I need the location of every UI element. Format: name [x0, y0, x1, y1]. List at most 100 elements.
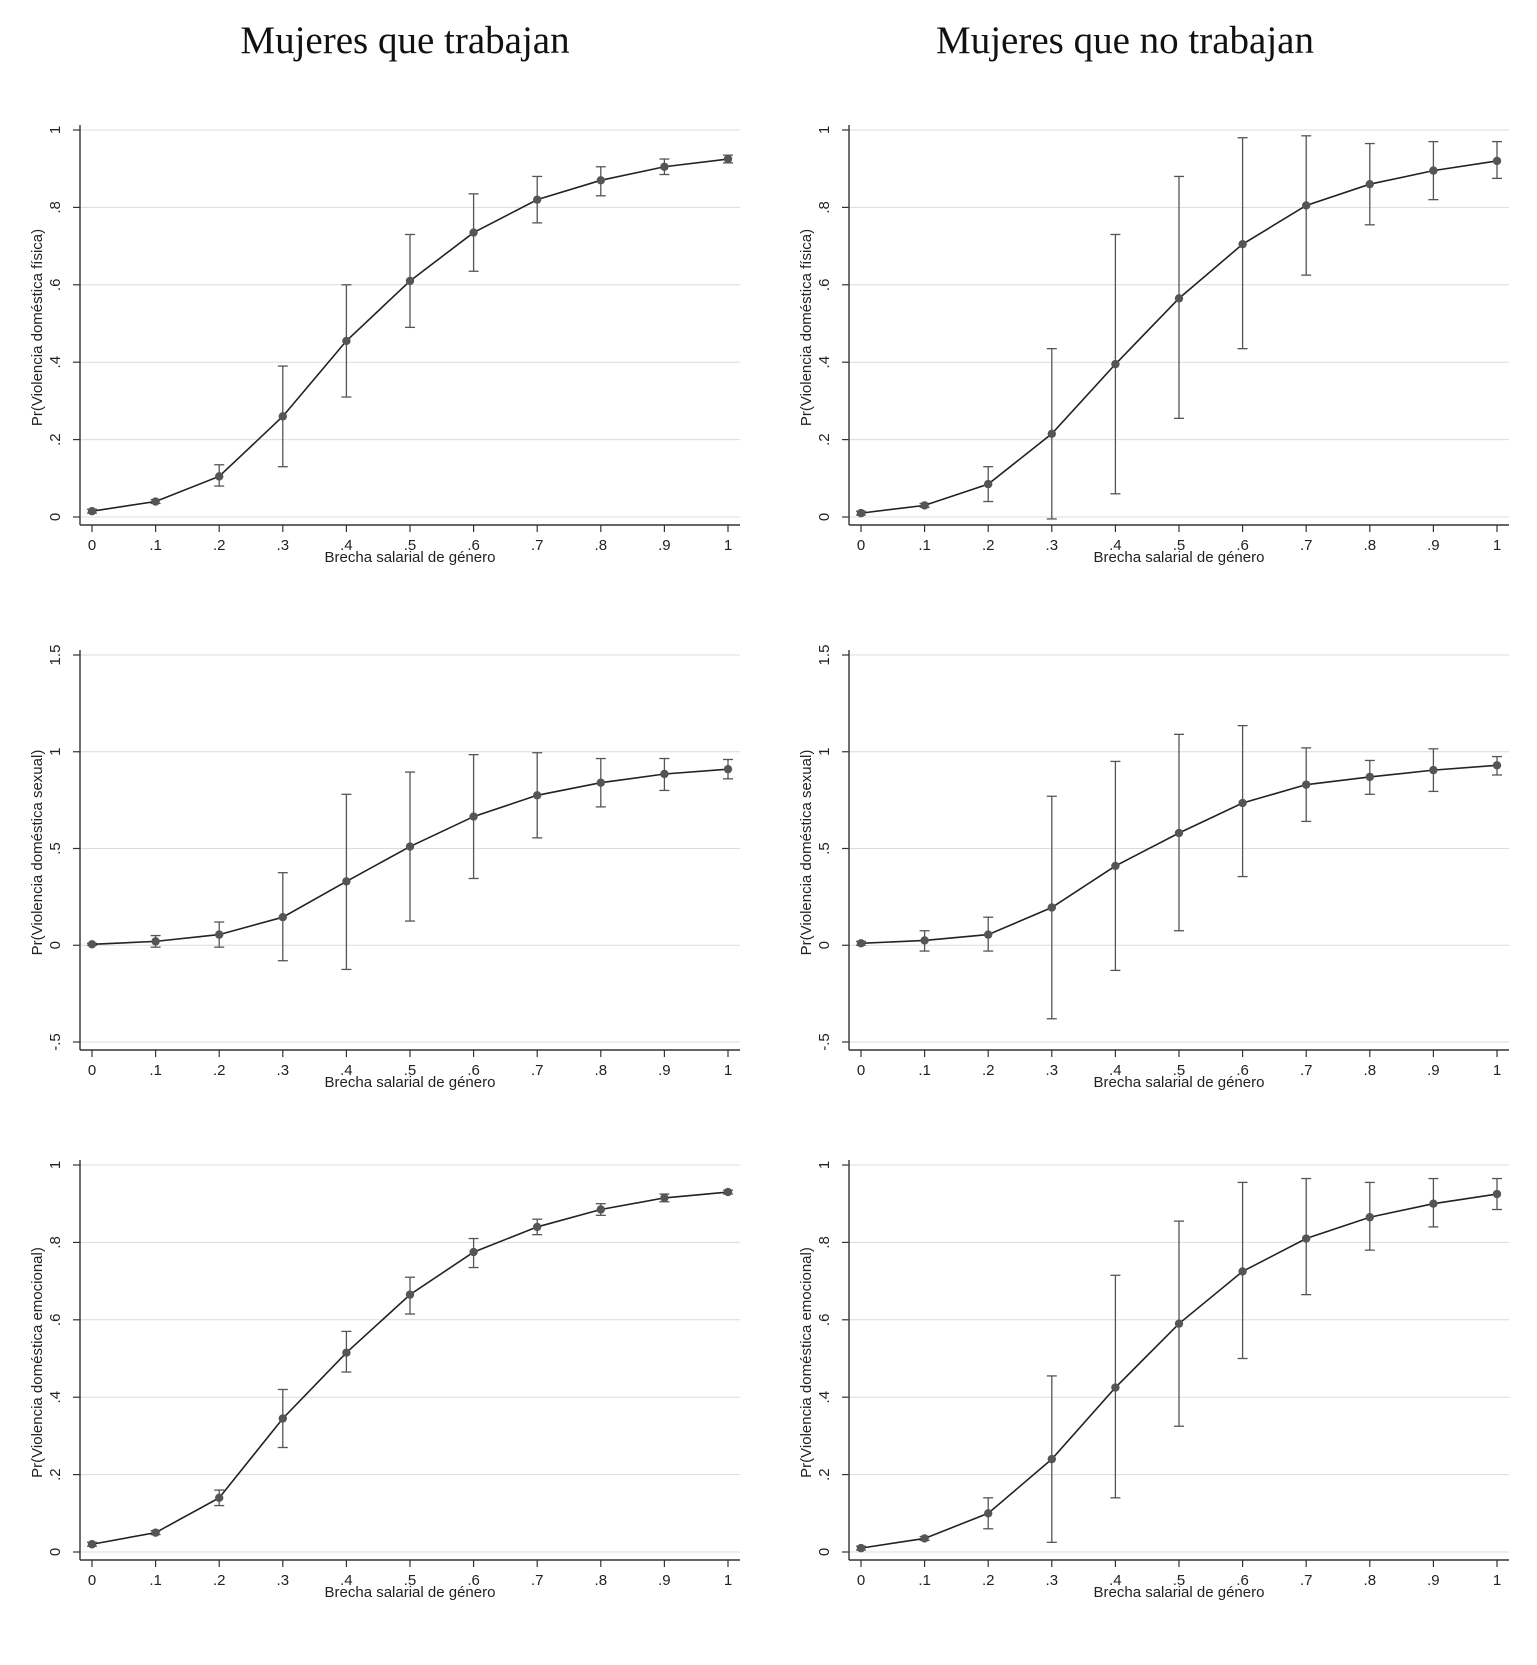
- x-tick-label: .9: [658, 537, 671, 554]
- x-tick-label: .1: [918, 1062, 931, 1079]
- panel-fisica-trabajan: 0 .2 .4 .6 .8 1 0 .1 .2 .3 .4 .5 .6 .7 .8 .9 1 Brecha sal…: [0, 105, 768, 625]
- x-tick-label: .7: [531, 537, 544, 554]
- data-point: [596, 176, 605, 185]
- y-tick-label: 1: [816, 1161, 833, 1169]
- x-tick-label: .6: [467, 1572, 480, 1589]
- data-point: [660, 1193, 669, 1203]
- y-tick-label: .8: [47, 1236, 64, 1249]
- data-point: [1429, 1199, 1438, 1208]
- x-tick-label: .4: [340, 537, 353, 554]
- x-axis-label: Brecha salarial de género: [325, 549, 496, 566]
- y-axis-label: Pr(Violencia doméstica emocional): [798, 1247, 815, 1478]
- column-title-working: Mujeres que trabajan: [240, 19, 570, 62]
- x-tick-label: .3: [277, 1062, 290, 1079]
- y-tick-label: 1: [47, 748, 64, 756]
- x-tick-label: .5: [1173, 537, 1186, 554]
- panel-emocional-no-trabajan: 0 .2 .4 .6 .8 1 0 .1 .2 .3 .4 .5 .6 .7 .8 .9 1 Brecha sal…: [769, 1140, 1537, 1660]
- x-tick-label: .7: [531, 1062, 544, 1079]
- y-tick-label: 0: [816, 941, 833, 949]
- x-tick-label: .1: [149, 1572, 162, 1589]
- data-point: [87, 1540, 97, 1549]
- x-tick-label: 1: [1493, 537, 1501, 554]
- x-tick-label: .2: [213, 537, 226, 554]
- chart-emocional-trabajan: 0 .2 .4 .6 .8 1 0 .1 .2 .3 .4 .5 .6 .7 .8 .9 1 Brecha sal…: [29, 1160, 740, 1601]
- data-point: [278, 912, 287, 922]
- y-tick-label: .6: [816, 279, 833, 292]
- data-point: [87, 940, 97, 949]
- data-point: [920, 936, 929, 945]
- y-axis-label: Pr(Violencia doméstica física): [29, 229, 46, 426]
- x-tick-label: .1: [918, 1572, 931, 1589]
- y-tick-label: .4: [47, 1391, 64, 1404]
- x-tick-label: .8: [1364, 537, 1377, 554]
- x-tick-label: .9: [1427, 1572, 1440, 1589]
- data-point: [151, 937, 160, 946]
- y-tick-label: 0: [47, 941, 64, 949]
- data-point: [1429, 765, 1438, 775]
- chart-fisica-trabajan: 0 .2 .4 .6 .8 1 0 .1 .2 .3 .4 .5 .6 .7 .8 .9 1 Brecha sal…: [29, 125, 740, 566]
- y-tick-label: .2: [47, 433, 64, 446]
- x-tick-label: .8: [595, 1062, 608, 1079]
- panel-fisica-no-trabajan: 0 .2 .4 .6 .8 1 0 .1 .2 .3 .4 .5 .6 .7 .8 .9 1 Brecha sal…: [769, 105, 1537, 625]
- chart-sexual-no-trabajan: -.5 0 .5 1 1.5 0 .1 .2 .3 .4 .5 .6 .7 .8 .9 1 Brecha sal…: [798, 645, 1509, 1091]
- x-tick-label: .1: [918, 537, 931, 554]
- x-tick-label: 1: [724, 537, 732, 554]
- x-axis-label: Brecha salarial de género: [1094, 549, 1265, 566]
- x-tick-label: .2: [213, 1062, 226, 1079]
- data-point: [342, 877, 351, 886]
- data-point: [660, 162, 669, 171]
- x-tick-label: 1: [724, 1062, 732, 1079]
- y-tick-label: 1.5: [47, 645, 64, 666]
- data-point: [151, 1528, 160, 1537]
- y-tick-label: 0: [816, 1548, 833, 1556]
- x-tick-label: .7: [1300, 1572, 1313, 1589]
- x-tick-label: 0: [88, 1062, 96, 1079]
- x-tick-label: 1: [1493, 1062, 1501, 1079]
- x-tick-label: 0: [857, 1572, 865, 1589]
- data-point: [469, 812, 478, 821]
- data-point: [405, 842, 415, 851]
- x-tick-label: .8: [595, 537, 608, 554]
- x-tick-label: .2: [982, 1572, 995, 1589]
- x-tick-label: .2: [982, 537, 995, 554]
- data-point: [1238, 239, 1247, 249]
- x-axis-label: Brecha salarial de género: [325, 1584, 496, 1601]
- x-tick-label: .5: [1173, 1572, 1186, 1589]
- data-point: [723, 154, 733, 164]
- series-line: [91, 158, 729, 512]
- x-tick-label: 0: [88, 537, 96, 554]
- y-axis-label: Pr(Violencia doméstica emocional): [29, 1247, 46, 1478]
- data-point: [151, 497, 160, 506]
- data-point: [278, 412, 287, 421]
- data-point: [1174, 1319, 1184, 1328]
- x-tick-label: .5: [1173, 1062, 1186, 1079]
- data-point: [342, 1348, 351, 1357]
- x-tick-label: .6: [1236, 1062, 1249, 1079]
- panel-sexual-trabajan: -.5 0 .5 1 1.5 0 .1 .2 .3 .4 .5 .6 .7 .8 .9 1 Brecha sal…: [0, 630, 768, 1150]
- data-point: [215, 472, 224, 481]
- y-tick-label: .8: [816, 1236, 833, 1249]
- y-tick-label: 0: [47, 1548, 64, 1556]
- data-point: [1174, 294, 1184, 303]
- y-tick-label: .8: [47, 201, 64, 214]
- data-point: [984, 479, 993, 489]
- data-point: [723, 1187, 733, 1197]
- data-point: [1365, 1213, 1374, 1222]
- x-tick-label: .3: [1046, 537, 1059, 554]
- x-axis-label: Brecha salarial de género: [325, 1074, 496, 1091]
- series-line: [91, 1191, 729, 1546]
- data-point: [723, 764, 733, 774]
- data-point: [1492, 761, 1502, 770]
- y-tick-label: .6: [47, 279, 64, 292]
- data-point: [1492, 156, 1502, 166]
- data-point: [920, 1534, 929, 1543]
- data-point: [533, 1222, 542, 1232]
- y-tick-label: 1: [816, 748, 833, 756]
- x-tick-label: .4: [340, 1062, 353, 1079]
- y-axis-label: Pr(Violencia doméstica sexual): [798, 750, 815, 956]
- chart-fisica-no-trabajan: 0 .2 .4 .6 .8 1 0 .1 .2 .3 .4 .5 .6 .7 .8 .9 1 Brecha sal…: [798, 125, 1509, 566]
- data-point: [278, 1414, 287, 1423]
- x-tick-label: .1: [149, 1062, 162, 1079]
- x-tick-label: .2: [982, 1062, 995, 1079]
- data-point: [469, 1247, 478, 1257]
